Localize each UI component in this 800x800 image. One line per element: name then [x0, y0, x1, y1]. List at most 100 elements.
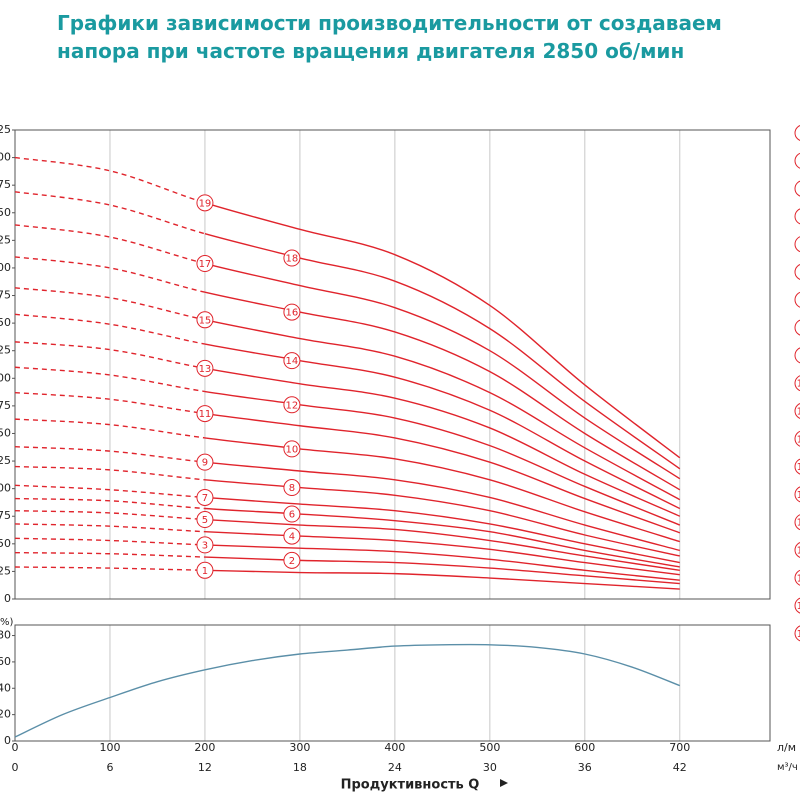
series-label: 12	[286, 400, 299, 411]
legend-marker	[794, 542, 800, 558]
y-tick-label: 60	[0, 655, 11, 668]
series-marker	[283, 479, 301, 497]
legend-marker	[794, 180, 800, 197]
y-tick-label: 20	[0, 708, 11, 721]
dashed-line	[14, 446, 206, 463]
series-marker	[283, 303, 301, 321]
legend-marker	[794, 458, 800, 475]
line	[204, 507, 680, 568]
series-label: 3	[202, 540, 208, 551]
series-label: 5	[202, 515, 208, 526]
legend-label: 16	[797, 546, 800, 557]
y-tick-label: 0	[4, 592, 11, 605]
series-label: 2	[289, 556, 295, 567]
legend-marker	[794, 597, 800, 614]
line	[204, 530, 680, 576]
series-label: 8	[289, 483, 295, 494]
series-marker	[196, 359, 214, 377]
legend-label: 18	[797, 601, 800, 612]
series-label: 16	[286, 308, 299, 319]
y-tick-label: 75	[0, 289, 11, 302]
line	[204, 544, 680, 581]
dashed-line	[14, 510, 205, 521]
dashed-line	[14, 341, 206, 370]
line	[204, 202, 681, 459]
series-label: 7	[202, 493, 208, 504]
series-marker	[196, 536, 214, 554]
y-tick-label: 00	[0, 151, 11, 164]
y-tick-label: 25	[0, 454, 11, 467]
y-tick-label: 40	[0, 681, 11, 694]
plot-frame	[14, 129, 771, 600]
x2-tick-label: 24	[388, 761, 402, 774]
dashed-line	[14, 287, 206, 321]
series-label: 11	[199, 409, 212, 420]
series-marker	[283, 352, 301, 370]
legend-label: 11	[797, 407, 800, 418]
y-tick-label: 75	[0, 399, 11, 412]
y-tick-label: 00	[0, 482, 11, 495]
dashed-line	[14, 313, 206, 345]
legend-marker	[794, 236, 800, 253]
series-marker	[283, 440, 301, 458]
series-label: 9	[202, 458, 208, 469]
line	[204, 262, 681, 480]
series-label: 6	[289, 510, 295, 521]
legend-label: 14	[797, 490, 800, 501]
x-tick-label: 400	[384, 741, 405, 754]
y-tick-label: 50	[0, 426, 11, 439]
series-marker	[283, 551, 301, 569]
series-label: 17	[199, 259, 212, 270]
y-tick-label: 25	[0, 564, 11, 577]
series-marker	[283, 527, 301, 545]
y-tick-label: 75	[0, 178, 11, 191]
x-unit: л/м	[777, 741, 796, 754]
line	[204, 518, 680, 572]
x2-tick-label: 42	[673, 761, 687, 774]
axis-arrow	[500, 779, 508, 787]
y-tick-label: 00	[0, 371, 11, 384]
y-tick-label: 50	[0, 537, 11, 550]
y-axis-title: %)	[0, 617, 14, 628]
legend-marker	[794, 625, 800, 642]
series-label: 4	[289, 532, 295, 543]
legend-marker	[794, 125, 800, 141]
legend-marker	[794, 514, 800, 531]
legend-label: 15	[797, 518, 800, 529]
y-tick-label: 0	[4, 734, 11, 747]
series-marker	[196, 311, 214, 329]
legend-marker	[794, 569, 800, 586]
legend-marker	[794, 375, 800, 392]
series-label: 1	[202, 566, 208, 577]
plot-frame	[14, 624, 771, 742]
x2-tick-label: 6	[106, 761, 113, 774]
legend-marker	[794, 486, 800, 503]
title-line: напора при частоте вращения двигателя 28…	[57, 39, 684, 63]
legend-label: 19	[797, 629, 800, 640]
x2-tick-label: 0	[12, 761, 19, 774]
dashed-line	[14, 256, 206, 293]
series-marker	[196, 561, 214, 579]
line	[204, 556, 680, 585]
x2-tick-label: 30	[483, 761, 497, 774]
line	[14, 643, 681, 738]
line	[204, 367, 681, 517]
series-label: 10	[286, 444, 299, 455]
dashed-line	[14, 537, 205, 546]
dashed-line	[14, 418, 206, 439]
legend-label: 13	[797, 462, 800, 473]
x2-tick-label: 12	[198, 761, 212, 774]
dashed-line	[14, 497, 205, 510]
y-tick-label: 75	[0, 509, 11, 522]
legend-marker	[794, 430, 800, 447]
y-tick-label: 25	[0, 123, 11, 136]
series-label: 18	[286, 254, 299, 265]
x2-tick-label: 18	[293, 761, 307, 774]
x2-tick-label: 36	[578, 761, 592, 774]
y-tick-label: 25	[0, 344, 11, 357]
legend-label: 10	[797, 379, 800, 390]
series-label: 13	[199, 364, 212, 375]
line	[204, 461, 680, 552]
y-tick-label: 25	[0, 233, 11, 246]
